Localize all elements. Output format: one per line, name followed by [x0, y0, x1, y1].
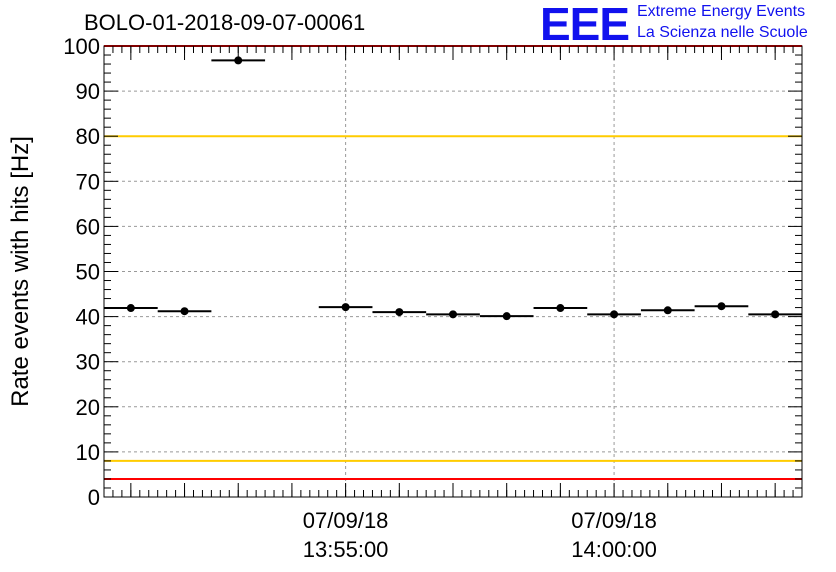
data-point [502, 312, 511, 321]
data-point [395, 308, 404, 317]
y-tick-label: 70 [76, 169, 100, 194]
y-tick-label: 90 [76, 79, 100, 104]
y-tick-label: 80 [76, 124, 100, 149]
y-tick-label: 100 [63, 34, 100, 59]
y-tick-label: 0 [88, 485, 100, 510]
y-tick-label: 50 [76, 260, 100, 285]
axis-ticks: 0 10 20 30 40 50 60 70 80 90 100 07/09/18 13:55:00 07… [63, 34, 803, 562]
reference-lines [104, 45, 802, 480]
data-points [104, 56, 802, 321]
eee-logo-line2: La Scienza nelle Scuole [637, 24, 808, 41]
x-tick-date-label: 07/09/18 [303, 508, 389, 533]
y-tick-label: 30 [76, 350, 100, 375]
y-tick-label: 60 [76, 214, 100, 239]
data-point [180, 307, 189, 316]
data-point [126, 304, 135, 313]
y-axis-label: Rate events with hits [Hz] [7, 136, 34, 407]
y-tick-label: 40 [76, 305, 100, 330]
data-point [663, 306, 672, 315]
data-point [556, 304, 565, 313]
x-tick-time-label: 13:55:00 [303, 537, 389, 562]
data-point [610, 310, 619, 319]
eee-logo-mark: EEE [540, 0, 630, 50]
data-point [234, 56, 243, 65]
data-point [449, 310, 457, 319]
data-point [341, 303, 350, 312]
x-tick-time-label: 14:00:00 [571, 537, 657, 562]
y-tick-label: 10 [76, 440, 100, 465]
chart-title: BOLO-01-2018-09-07-00061 [84, 10, 366, 35]
plot-frame [103, 45, 803, 498]
data-point [717, 302, 726, 311]
grid [104, 46, 802, 497]
y-tick-label: 20 [76, 395, 100, 420]
x-tick-date-label: 07/09/18 [571, 508, 657, 533]
eee-logo-line1: Extreme Energy Events [637, 3, 806, 20]
data-point [771, 310, 780, 319]
